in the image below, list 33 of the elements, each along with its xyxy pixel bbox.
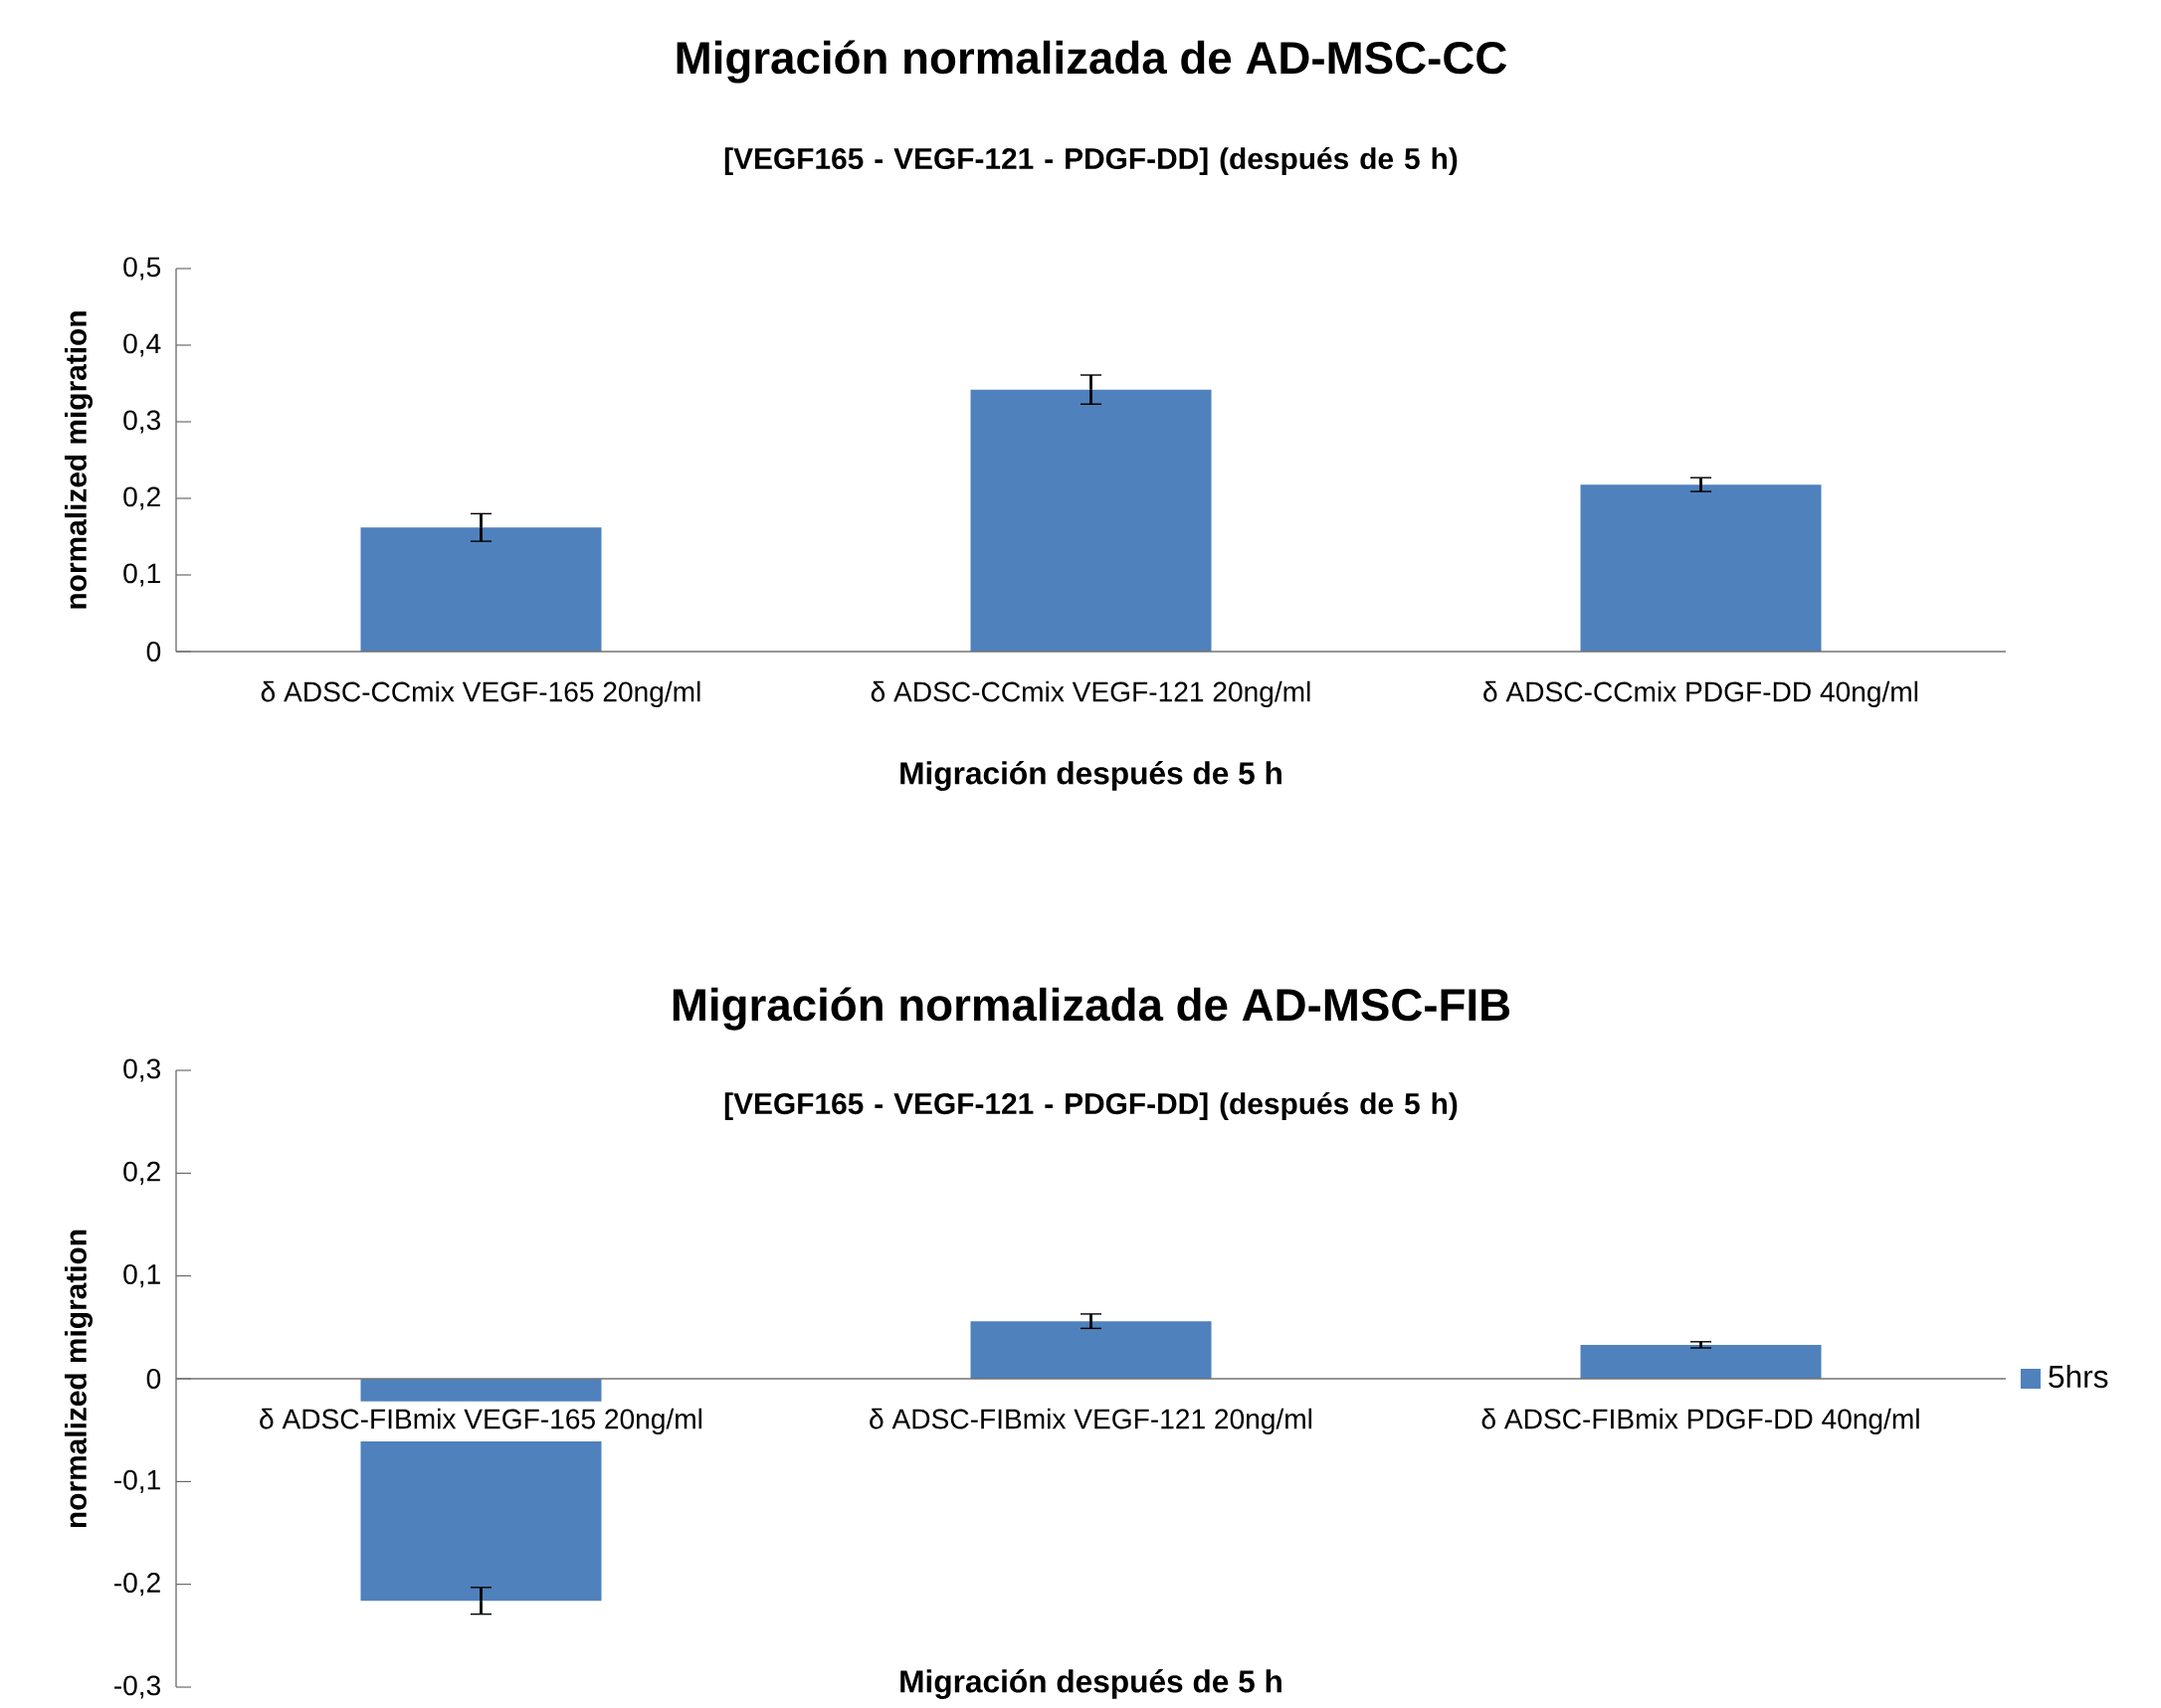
chart-subtitle: [VEGF165 - VEGF-121 - PDGF-DD] (después de 5 h): [724, 146, 1458, 176]
chart-title: Migración normalizada de AD-MSC-FIB: [673, 987, 1510, 1031]
y-tick-label: 0: [146, 1369, 161, 1389]
y-tick-label: -0,1: [114, 1469, 160, 1493]
text: [VEGF165 - VEGF-121 - PDGF-DD] (después de 5 h): [724, 1091, 1458, 1121]
y-tick-label: 0,3: [123, 410, 160, 434]
x-tick-label: δ ADSC-FIBmix VEGF-165 20ng/ml: [260, 1408, 702, 1434]
legend-label: 5hrs: [2049, 1364, 2108, 1389]
x-tick-label: δ ADSC-FIBmix VEGF-121 20ng/ml: [870, 1408, 1312, 1434]
y-tick-label: 0,1: [123, 563, 160, 587]
x-axis-title: Migración después de 5 h: [900, 1669, 1281, 1699]
x-tick-label: δ ADSC-CCmix VEGF-165 20ng/ml: [261, 680, 700, 707]
y-tick-label: 0,3: [123, 1058, 160, 1082]
y-tick-label: 0,1: [123, 1264, 160, 1288]
bar: [970, 1321, 1212, 1380]
bar: [1580, 1344, 1822, 1380]
y-tick-label: 0,2: [123, 486, 160, 510]
y-tick-label: 0,4: [123, 333, 161, 357]
y-tick-label: -0,2: [114, 1573, 160, 1597]
y-axis-title: normalized migration: [65, 1230, 93, 1528]
bar: [970, 389, 1212, 652]
y-tick-label: 0,2: [123, 1161, 160, 1185]
chart-title: Migración normalizada de AD-MSC-CC: [677, 40, 1507, 84]
x-tick-label: δ ADSC-FIBmix PDGF-DD 40ng/ml: [1481, 1408, 1919, 1434]
y-tick-label: -0,3: [114, 1675, 160, 1699]
x-axis-title: Migración después de 5 h: [900, 761, 1281, 791]
bar: [1580, 484, 1822, 652]
y-tick-label: 0,5: [123, 257, 161, 281]
x-tick-label: δ ADSC-CCmix VEGF-121 20ng/ml: [871, 680, 1310, 707]
x-tick-label: δ ADSC-CCmix PDGF-DD 40ng/ml: [1483, 680, 1918, 707]
y-tick-label: 0: [146, 642, 161, 662]
bar: [360, 527, 602, 652]
y-axis-title: normalized migration: [65, 311, 93, 609]
